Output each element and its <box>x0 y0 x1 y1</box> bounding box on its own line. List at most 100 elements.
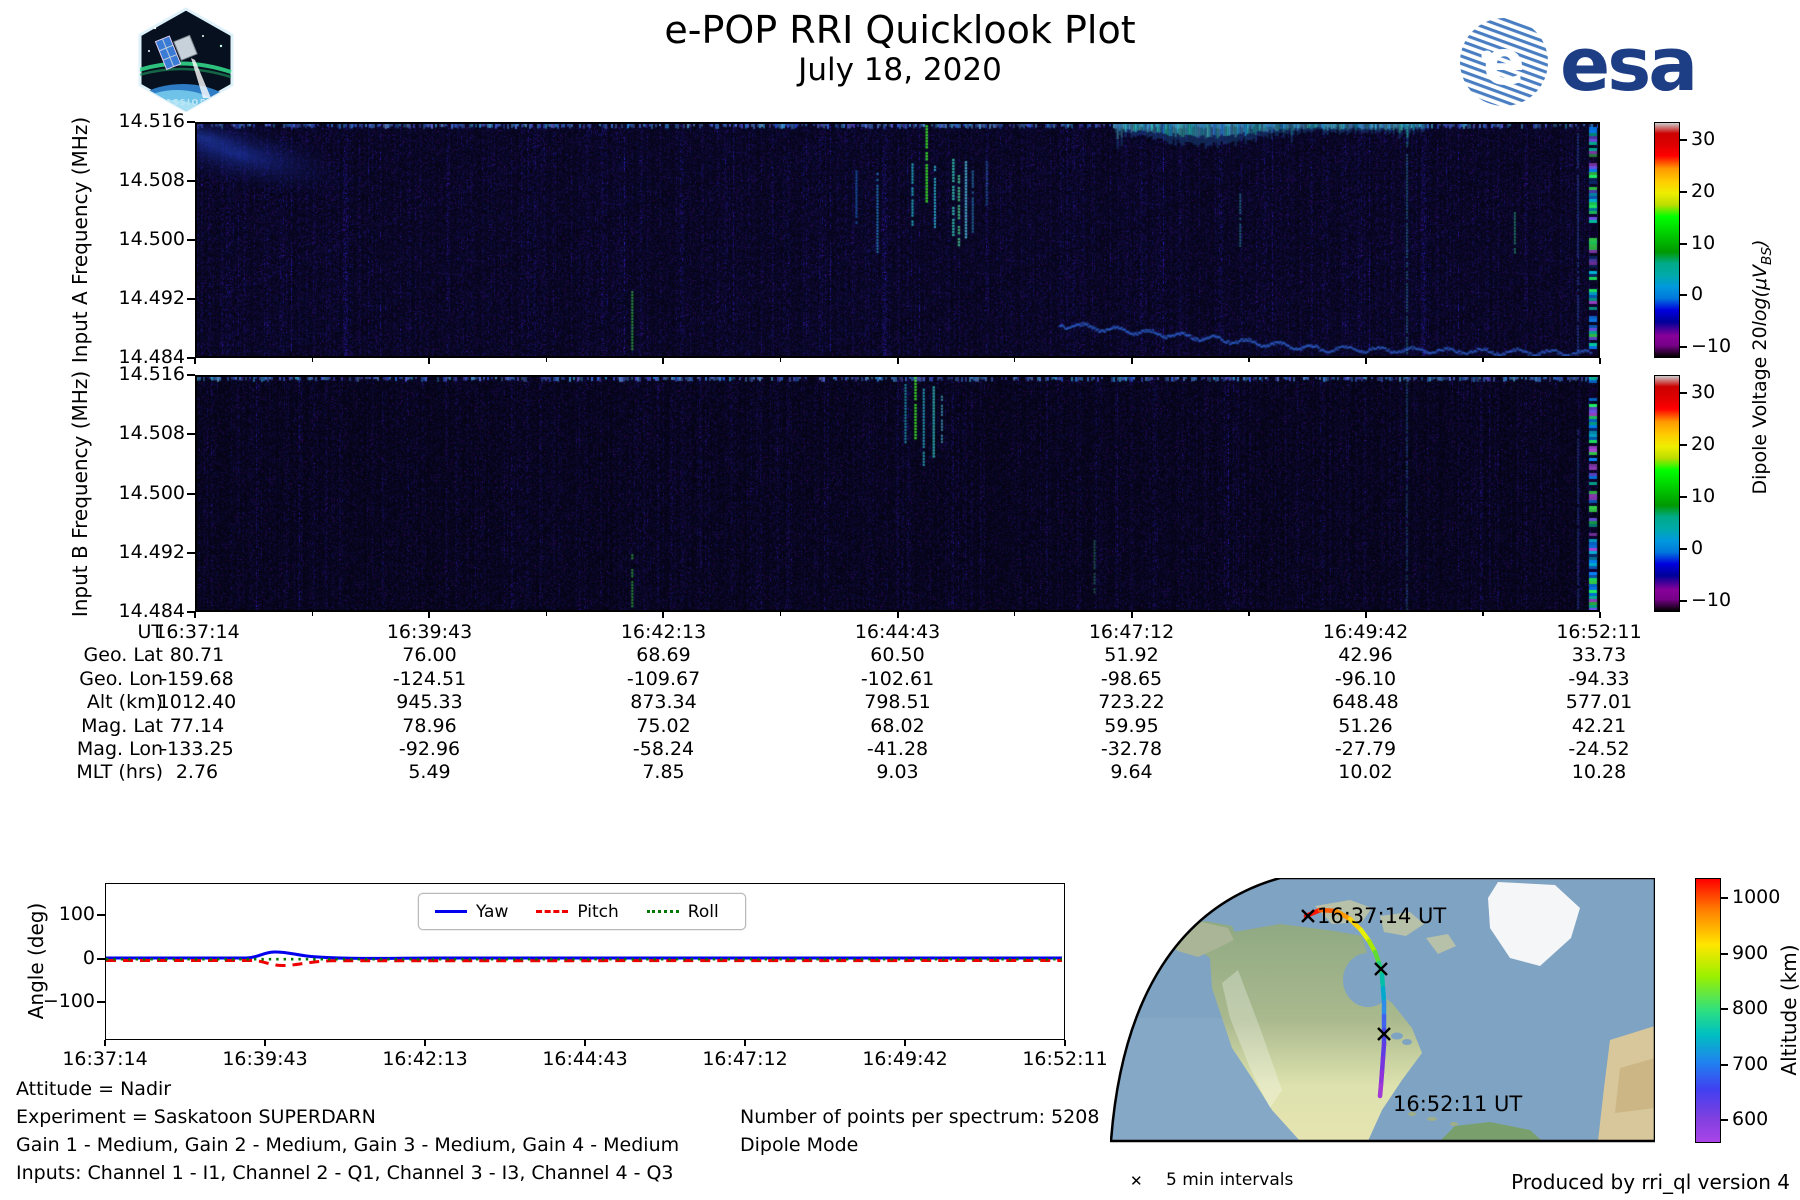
annotation-inputs: Inputs: Channel 1 - I1, Channel 2 - Q1, … <box>16 1162 674 1184</box>
ephemeris-cell: 75.02 <box>636 714 691 737</box>
panel-a-xtick-mark <box>896 358 899 364</box>
ephemeris-cell: 60.50 <box>870 644 925 667</box>
ephemeris-row-label: UT <box>137 621 163 643</box>
panel-a-xtick-mark <box>1599 358 1601 364</box>
ephemeris-cell: 16:47:12 <box>1088 621 1175 643</box>
legend-sample-dashed <box>536 910 569 913</box>
map-border <box>1110 878 1655 1143</box>
panel-a-xtick-mark <box>1130 358 1133 364</box>
annotation-mode: Dipole Mode <box>740 1134 859 1156</box>
ephemeris-cell: 16:49:42 <box>1322 621 1409 643</box>
dipole-colorbar-b-tick-mark <box>1680 391 1687 394</box>
ephemeris-cell: 723.22 <box>1098 691 1165 714</box>
panel-b-ylabel: Input B Frequency (MHz) <box>68 370 92 618</box>
panel-a-xtick-minor <box>1482 358 1484 362</box>
track-interval-markers <box>1301 909 1391 1041</box>
ephemeris-cell: 16:44:43 <box>854 621 941 643</box>
ephemeris-cell: 42.21 <box>1571 714 1627 737</box>
angle-plot-xtick-label: 16:37:14 <box>62 1048 148 1070</box>
altitude-colorbar-tick-label: 700 <box>1732 1052 1769 1075</box>
dipole-colorbar-b-tick-mark <box>1680 548 1687 551</box>
ephemeris-cell: 51.92 <box>1104 644 1159 667</box>
dipole-colorbar-label: Dipole Voltage 20log(μVBS) <box>1749 239 1775 495</box>
panel-a-xtick-minor <box>1014 358 1016 362</box>
panel-b-ytick-label: 14.508 <box>118 422 185 445</box>
ephemeris-cell: -124.51 <box>392 667 467 690</box>
dipole-colorbar-b-tick-label: 20 <box>1691 432 1716 455</box>
panel-a-xtick-minor <box>311 358 313 362</box>
angle-plot-xtick-label: 16:39:43 <box>222 1048 308 1070</box>
panel-a-ytick-mark <box>187 121 195 123</box>
panel-b-ytick-label: 14.492 <box>118 540 185 563</box>
dipole-colorbar-a-tick-mark <box>1680 190 1687 193</box>
angle-plot-ytick-label: −100 <box>42 989 95 1012</box>
ephemeris-cell: 9.64 <box>1110 761 1153 784</box>
dipole-colorbar-b-tick-label: 30 <box>1691 380 1716 403</box>
angle-plot-xtick-mark <box>744 1040 746 1046</box>
dipole-colorbar-a-tick-mark <box>1680 346 1687 349</box>
angle-plot-xtick-mark <box>264 1040 266 1046</box>
legend-label: Yaw <box>476 901 509 922</box>
angle-plot-xtick-mark <box>584 1040 586 1046</box>
panel-b-ytick-mark <box>187 492 195 495</box>
cassiope-mission-logo: CASSIOPE <box>138 7 234 112</box>
panel-a-ylabel: Input A Frequency (MHz) <box>68 116 92 364</box>
ephemeris-cell: 68.02 <box>870 714 925 737</box>
annotation-gains: Gain 1 - Medium, Gain 2 - Medium, Gain 3… <box>16 1134 680 1156</box>
ephemeris-cell: -24.52 <box>1568 738 1630 760</box>
ephemeris-cell: 76.00 <box>402 644 457 667</box>
annotation-attitude: Attitude = Nadir <box>16 1078 172 1100</box>
ephemeris-cell: 10.28 <box>1571 761 1627 784</box>
panel-b-xtick-mark <box>662 612 665 618</box>
panel-b-ytick-label: 14.500 <box>118 481 185 504</box>
panel-a-ytick-mark <box>187 357 195 359</box>
ephemeris-cell: -96.10 <box>1334 667 1397 690</box>
panel-a-xtick-mark <box>194 358 196 364</box>
ephemeris-row-label: Mag. Lat <box>81 714 163 737</box>
ground-track-map: 16:37:14 UT 16:52:11 UT <box>1110 878 1655 1143</box>
dipole-colorbar-a <box>1654 122 1680 358</box>
altitude-colorbar-tick-label: 900 <box>1732 941 1769 964</box>
panel-b-xtick-minor <box>545 612 548 616</box>
dipole-colorbar-b-tick-mark <box>1680 496 1687 499</box>
ephemeris-cell: 577.01 <box>1565 691 1633 714</box>
track-end-label: 16:52:11 UT <box>1393 1092 1522 1116</box>
ephemeris-cell: -27.79 <box>1334 738 1397 760</box>
ephemeris-cell: 9.03 <box>876 761 919 784</box>
yaw-line <box>106 950 1062 960</box>
angle-plot-xtick-label: 16:42:13 <box>382 1048 468 1070</box>
panel-b-xtick-mark <box>1364 612 1367 618</box>
dipole-colorbar-a-tick-mark <box>1680 138 1687 141</box>
legend-item-roll: Roll <box>646 902 719 922</box>
angle-plot-xtick-mark <box>904 1040 906 1046</box>
dipole-colorbar-a-tick-label: 20 <box>1691 179 1716 202</box>
ephemeris-cell: 59.95 <box>1104 714 1159 737</box>
ephemeris-cell: -102.61 <box>860 667 935 690</box>
page-title: e-POP RRI Quicklook Plot <box>664 8 1136 52</box>
cassiope-logo-text: CASSIOPE <box>158 98 214 107</box>
panel-a-ytick-mark <box>187 298 195 300</box>
dipole-colorbar-a-tick-label: −10 <box>1691 335 1732 358</box>
dipole-colorbar-b-tick-label: 0 <box>1691 537 1704 560</box>
panel-a-xtick-minor <box>1248 358 1250 362</box>
map-greenland <box>1488 882 1580 966</box>
panel-a-ytick-label: 14.492 <box>118 287 185 309</box>
ephemeris-cell: -94.33 <box>1568 667 1630 690</box>
altitude-colorbar-label: Altitude (km) <box>1777 944 1800 1076</box>
panel-a-xtick-mark <box>1364 358 1367 364</box>
panel-b-ytick-label: 14.516 <box>118 363 185 385</box>
altitude-colorbar-tick-label: 1000 <box>1732 885 1781 908</box>
angle-plot-xtick-label: 16:49:42 <box>862 1048 948 1070</box>
panel-a-xtick-minor <box>545 358 548 362</box>
ephemeris-cell: 5.49 <box>408 761 451 784</box>
dipole-colorbar-a-tick-mark <box>1680 242 1687 245</box>
angle-plot-xtick-label: 16:44:43 <box>542 1048 628 1070</box>
panel-b-xtick-minor <box>1482 612 1484 616</box>
angle-plot-ytick-mark <box>97 957 105 960</box>
panel-a-ytick-mark <box>187 180 195 182</box>
panel-b-xtick-mark <box>1599 612 1601 618</box>
panel-b-xtick-minor <box>779 612 782 616</box>
spectrogram-b-canvas <box>197 377 1598 610</box>
ephemeris-cell: -92.96 <box>398 738 461 760</box>
dipole-colorbar-b-tick-label: −10 <box>1691 589 1732 612</box>
